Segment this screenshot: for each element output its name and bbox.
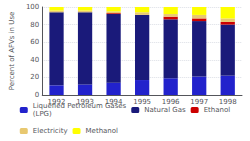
svg-text:Ethanol: Ethanol — [204, 106, 231, 114]
svg-text:(LPG): (LPG) — [33, 110, 52, 118]
svg-text:Percent of AFVs in Use: Percent of AFVs in Use — [8, 12, 16, 91]
svg-text:0: 0 — [35, 91, 39, 99]
svg-text:Liquefied Petroleum Gases: Liquefied Petroleum Gases — [33, 102, 127, 110]
svg-text:1998: 1998 — [219, 98, 237, 106]
svg-text:Electricity: Electricity — [33, 127, 68, 135]
svg-text:20: 20 — [30, 73, 39, 81]
svg-text:80: 80 — [30, 21, 39, 29]
svg-text:100: 100 — [26, 3, 39, 11]
svg-text:60: 60 — [30, 38, 39, 46]
svg-text:1995: 1995 — [133, 98, 151, 106]
svg-text:Methanol: Methanol — [86, 127, 119, 135]
svg-text:1997: 1997 — [190, 98, 208, 106]
svg-text:Natural Gas: Natural Gas — [144, 106, 186, 114]
svg-text:40: 40 — [30, 56, 39, 64]
svg-text:1996: 1996 — [162, 98, 180, 106]
